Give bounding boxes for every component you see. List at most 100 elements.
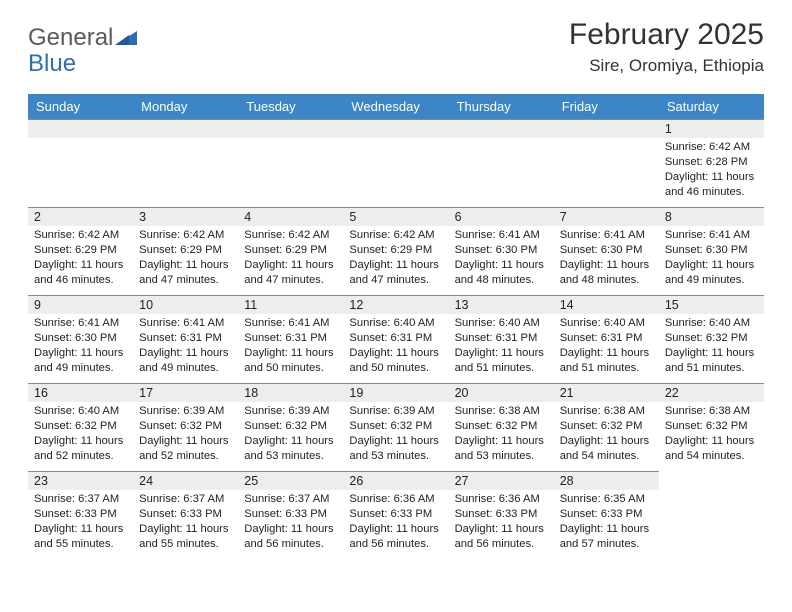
day-number: 1: [659, 120, 764, 138]
location-text: Sire, Oromiya, Ethiopia: [569, 56, 764, 76]
logo-text-blue: Blue: [28, 50, 76, 77]
day-details: Sunrise: 6:37 AMSunset: 6:33 PMDaylight:…: [133, 490, 238, 552]
day-details: Sunrise: 6:36 AMSunset: 6:33 PMDaylight:…: [449, 490, 554, 552]
month-title: February 2025: [569, 18, 764, 52]
day-details: Sunrise: 6:37 AMSunset: 6:33 PMDaylight:…: [28, 490, 133, 552]
day-details: Sunrise: 6:42 AMSunset: 6:29 PMDaylight:…: [238, 226, 343, 288]
day-details: Sunrise: 6:38 AMSunset: 6:32 PMDaylight:…: [449, 402, 554, 464]
day-number: 11: [238, 296, 343, 314]
day-details: Sunrise: 6:40 AMSunset: 6:31 PMDaylight:…: [449, 314, 554, 376]
day-details: Sunrise: 6:41 AMSunset: 6:30 PMDaylight:…: [449, 226, 554, 288]
logo-triangle-icon: [115, 29, 137, 50]
calendar-cell-blank: [449, 119, 554, 207]
logo: General Blue: [28, 18, 137, 78]
day-number: 6: [449, 208, 554, 226]
day-details: Sunrise: 6:42 AMSunset: 6:29 PMDaylight:…: [133, 226, 238, 288]
calendar-cell: 27Sunrise: 6:36 AMSunset: 6:33 PMDayligh…: [449, 471, 554, 559]
day-details: Sunrise: 6:39 AMSunset: 6:32 PMDaylight:…: [238, 402, 343, 464]
day-details: Sunrise: 6:41 AMSunset: 6:31 PMDaylight:…: [133, 314, 238, 376]
title-block: February 2025 Sire, Oromiya, Ethiopia: [569, 18, 764, 76]
day-header: Tuesday: [238, 94, 343, 119]
day-number: 15: [659, 296, 764, 314]
calendar-cell: 16Sunrise: 6:40 AMSunset: 6:32 PMDayligh…: [28, 383, 133, 471]
day-details: Sunrise: 6:38 AMSunset: 6:32 PMDaylight:…: [659, 402, 764, 464]
calendar-cell: 18Sunrise: 6:39 AMSunset: 6:32 PMDayligh…: [238, 383, 343, 471]
calendar-cell: 5Sunrise: 6:42 AMSunset: 6:29 PMDaylight…: [343, 207, 448, 295]
calendar-cell: 13Sunrise: 6:40 AMSunset: 6:31 PMDayligh…: [449, 295, 554, 383]
calendar-cell: 15Sunrise: 6:40 AMSunset: 6:32 PMDayligh…: [659, 295, 764, 383]
day-header: Monday: [133, 94, 238, 119]
day-number: 14: [554, 296, 659, 314]
day-number: 28: [554, 472, 659, 490]
header: General Blue February 2025 Sire, Oromiya…: [0, 0, 792, 86]
day-details: Sunrise: 6:42 AMSunset: 6:29 PMDaylight:…: [343, 226, 448, 288]
calendar-cell-blank: [343, 119, 448, 207]
calendar-cell-blank: [28, 119, 133, 207]
day-details: Sunrise: 6:41 AMSunset: 6:30 PMDaylight:…: [554, 226, 659, 288]
calendar-cell: 2Sunrise: 6:42 AMSunset: 6:29 PMDaylight…: [28, 207, 133, 295]
day-details: Sunrise: 6:36 AMSunset: 6:33 PMDaylight:…: [343, 490, 448, 552]
calendar-cell: 14Sunrise: 6:40 AMSunset: 6:31 PMDayligh…: [554, 295, 659, 383]
calendar-cell: 21Sunrise: 6:38 AMSunset: 6:32 PMDayligh…: [554, 383, 659, 471]
calendar-cell: 24Sunrise: 6:37 AMSunset: 6:33 PMDayligh…: [133, 471, 238, 559]
day-number: 13: [449, 296, 554, 314]
day-number: 22: [659, 384, 764, 402]
day-details: Sunrise: 6:40 AMSunset: 6:31 PMDaylight:…: [343, 314, 448, 376]
day-number: 24: [133, 472, 238, 490]
day-number: 7: [554, 208, 659, 226]
day-number: 21: [554, 384, 659, 402]
calendar-cell: 11Sunrise: 6:41 AMSunset: 6:31 PMDayligh…: [238, 295, 343, 383]
day-details: Sunrise: 6:35 AMSunset: 6:33 PMDaylight:…: [554, 490, 659, 552]
calendar-cell: 12Sunrise: 6:40 AMSunset: 6:31 PMDayligh…: [343, 295, 448, 383]
day-number: 25: [238, 472, 343, 490]
day-details: Sunrise: 6:37 AMSunset: 6:33 PMDaylight:…: [238, 490, 343, 552]
day-number: 12: [343, 296, 448, 314]
day-number: 26: [343, 472, 448, 490]
day-details: Sunrise: 6:40 AMSunset: 6:31 PMDaylight:…: [554, 314, 659, 376]
calendar-cell: 23Sunrise: 6:37 AMSunset: 6:33 PMDayligh…: [28, 471, 133, 559]
day-number: 2: [28, 208, 133, 226]
day-header: Friday: [554, 94, 659, 119]
day-details: Sunrise: 6:39 AMSunset: 6:32 PMDaylight:…: [133, 402, 238, 464]
day-number: 18: [238, 384, 343, 402]
calendar-cell-blank: [133, 119, 238, 207]
calendar-cell: 22Sunrise: 6:38 AMSunset: 6:32 PMDayligh…: [659, 383, 764, 471]
day-header: Wednesday: [343, 94, 448, 119]
day-number: 10: [133, 296, 238, 314]
day-details: Sunrise: 6:41 AMSunset: 6:30 PMDaylight:…: [659, 226, 764, 288]
day-number: 19: [343, 384, 448, 402]
calendar-cell: 19Sunrise: 6:39 AMSunset: 6:32 PMDayligh…: [343, 383, 448, 471]
day-details: Sunrise: 6:42 AMSunset: 6:28 PMDaylight:…: [659, 138, 764, 200]
calendar-cell: 25Sunrise: 6:37 AMSunset: 6:33 PMDayligh…: [238, 471, 343, 559]
day-number: 9: [28, 296, 133, 314]
day-details: Sunrise: 6:40 AMSunset: 6:32 PMDaylight:…: [28, 402, 133, 464]
calendar-cell: 3Sunrise: 6:42 AMSunset: 6:29 PMDaylight…: [133, 207, 238, 295]
calendar-cell: 20Sunrise: 6:38 AMSunset: 6:32 PMDayligh…: [449, 383, 554, 471]
day-headers-row: SundayMondayTuesdayWednesdayThursdayFrid…: [28, 94, 764, 119]
day-number: 8: [659, 208, 764, 226]
day-details: Sunrise: 6:41 AMSunset: 6:31 PMDaylight:…: [238, 314, 343, 376]
calendar-cell: 9Sunrise: 6:41 AMSunset: 6:30 PMDaylight…: [28, 295, 133, 383]
calendar-cell: 4Sunrise: 6:42 AMSunset: 6:29 PMDaylight…: [238, 207, 343, 295]
day-details: Sunrise: 6:41 AMSunset: 6:30 PMDaylight:…: [28, 314, 133, 376]
day-number: 20: [449, 384, 554, 402]
day-details: Sunrise: 6:40 AMSunset: 6:32 PMDaylight:…: [659, 314, 764, 376]
calendar-grid: 1Sunrise: 6:42 AMSunset: 6:28 PMDaylight…: [28, 119, 764, 559]
day-header: Sunday: [28, 94, 133, 119]
day-number: 5: [343, 208, 448, 226]
day-number: 27: [449, 472, 554, 490]
day-details: Sunrise: 6:38 AMSunset: 6:32 PMDaylight:…: [554, 402, 659, 464]
calendar: SundayMondayTuesdayWednesdayThursdayFrid…: [28, 94, 764, 559]
day-number: 23: [28, 472, 133, 490]
calendar-cell: 8Sunrise: 6:41 AMSunset: 6:30 PMDaylight…: [659, 207, 764, 295]
calendar-cell: 26Sunrise: 6:36 AMSunset: 6:33 PMDayligh…: [343, 471, 448, 559]
day-header: Saturday: [659, 94, 764, 119]
calendar-cell: 7Sunrise: 6:41 AMSunset: 6:30 PMDaylight…: [554, 207, 659, 295]
logo-text-gray: General: [28, 24, 113, 51]
calendar-cell: 1Sunrise: 6:42 AMSunset: 6:28 PMDaylight…: [659, 119, 764, 207]
calendar-cell: 28Sunrise: 6:35 AMSunset: 6:33 PMDayligh…: [554, 471, 659, 559]
calendar-cell-blank: [238, 119, 343, 207]
calendar-cell-blank: [554, 119, 659, 207]
calendar-cell: 10Sunrise: 6:41 AMSunset: 6:31 PMDayligh…: [133, 295, 238, 383]
day-details: Sunrise: 6:42 AMSunset: 6:29 PMDaylight:…: [28, 226, 133, 288]
